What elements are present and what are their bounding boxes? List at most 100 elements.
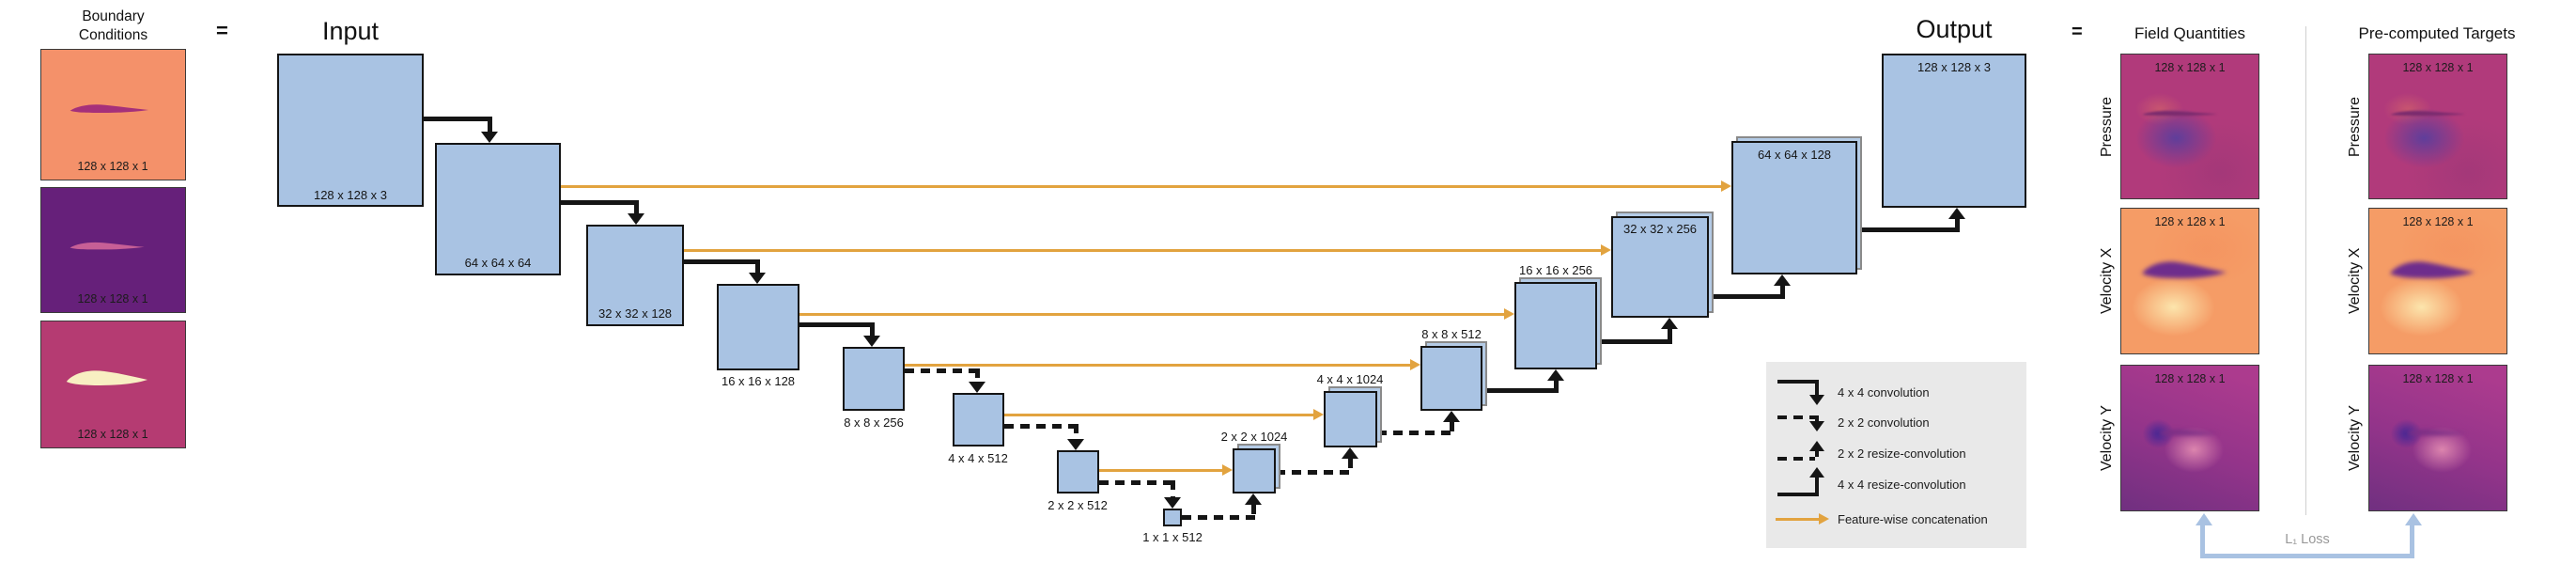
arrow-up-icon (1948, 208, 1965, 219)
bottleneck-dims: 1 x 1 x 512 (1142, 530, 1203, 544)
encoder-dims: 8 x 8 x 256 (844, 415, 904, 430)
equals-sign-left: = (216, 19, 228, 42)
resize-conv4x4-arrow (1955, 219, 1960, 232)
encoder-layer-box (953, 393, 1004, 446)
resize-conv4x4-arrow (1709, 294, 1784, 299)
loss-arrow-up-icon (2405, 513, 2422, 525)
airfoil-shape (70, 104, 148, 114)
output-dims: 128 x 128 x 3 (1916, 60, 1992, 74)
legend-concat-glyph (1776, 518, 1819, 521)
arrow-down-icon (969, 382, 985, 393)
conv4x4-arrow (755, 259, 760, 273)
output-layer-box (1882, 54, 2026, 208)
decoder-layer-box (1233, 448, 1276, 494)
arrow-up-icon (1342, 447, 1358, 459)
resize-conv4x4-arrow (1482, 388, 1558, 393)
boundary-title-line2: Conditions (78, 27, 148, 44)
arrow-down-icon (481, 132, 498, 143)
concat-line-4 (1004, 414, 1314, 416)
precomputed-targets-title: Pre-computed Targets (2358, 24, 2516, 42)
encoder-dims: 64 x 64 x 64 (464, 256, 532, 270)
loss-bracket-arm (2410, 525, 2414, 558)
encoder-dims: 16 x 16 x 128 (721, 374, 796, 388)
airfoil-shape (67, 369, 148, 385)
output-title: Output (1916, 15, 1993, 43)
concat-line-2 (1099, 469, 1223, 472)
loss-arrow-up-icon (2196, 513, 2212, 525)
conv2x2-arrow (905, 368, 979, 373)
airfoil-shape (2142, 111, 2218, 117)
freestream-y-image (40, 187, 186, 313)
airfoil-shape (70, 243, 145, 250)
encoder-layer-box (435, 143, 561, 275)
conv2x2-arrow (1099, 480, 1174, 485)
legend-resize4x4-glyph (1815, 478, 1819, 493)
encoder-layer-box (1057, 450, 1099, 494)
concat-arrowhead-icon (1222, 464, 1233, 476)
conv4x4-arrow (684, 259, 759, 264)
legend-item-label: 2 x 2 convolution (1838, 415, 1930, 430)
velocity-x-dims: 128 x 128 x 1 (2154, 215, 2226, 228)
legend-item-label: Feature-wise concatenation (1838, 512, 1988, 526)
pressure-field-image (2120, 54, 2259, 199)
arrow-down-icon (1809, 395, 1824, 405)
conv4x4-arrow (561, 200, 638, 205)
boundary-title-line1: Boundary (82, 8, 145, 24)
velocity-y-dims: 128 x 128 x 1 (2402, 372, 2474, 385)
decoder-dims: 8 x 8 x 512 (1421, 327, 1482, 341)
freestream-y-dims: 128 x 128 x 1 (77, 292, 148, 306)
decoder-layer-box (1420, 346, 1482, 411)
conv2x2-arrow (1004, 424, 1078, 429)
resize-conv2x2-arrow (1251, 505, 1256, 520)
concat-line-32 (684, 249, 1602, 252)
field-quantities-title: Field Quantities (2134, 24, 2246, 42)
resize-conv4x4-arrow (1668, 329, 1672, 344)
resize-conv4x4-arrow (1554, 381, 1559, 393)
concat-line-16 (799, 313, 1505, 316)
decoder-layer-box (1611, 216, 1709, 318)
loss-bracket-arm (2200, 525, 2205, 558)
conv2x2-arrow (975, 368, 980, 382)
boundary-conditions-title: Boundary Conditions (40, 8, 186, 45)
arrow-down-icon (863, 336, 880, 347)
velocity-x-field-image (2120, 208, 2259, 354)
arrow-down-icon (1809, 421, 1824, 431)
velocity-y-label: Velocity Y (2347, 405, 2363, 471)
mask-dims: 128 x 128 x 1 (77, 428, 148, 441)
legend-conv2x2-glyph (1815, 415, 1819, 421)
concat-line-8 (905, 364, 1411, 367)
pressure-label: Pressure (2099, 96, 2115, 157)
column-divider (2305, 26, 2306, 515)
velocity-y-target-image (2368, 365, 2507, 511)
decoder-dims: 4 x 4 x 1024 (1316, 372, 1384, 386)
velocity-x-target-image (2368, 208, 2507, 354)
arrow-up-icon (1809, 441, 1824, 451)
arrow-down-icon (1067, 439, 1084, 450)
conv4x4-arrow (799, 322, 874, 327)
resize-conv4x4-arrow (1857, 227, 1959, 232)
conv4x4-arrow (634, 200, 639, 213)
arrow-down-icon (628, 213, 644, 225)
concat-arrowhead-icon (1410, 359, 1420, 370)
legend-conv4x4-glyph (1815, 380, 1819, 395)
legend-resize4x4-glyph (1777, 493, 1819, 496)
legend-item-label: 2 x 2 resize-convolution (1838, 446, 1966, 461)
resize-conv2x2-arrow (1182, 515, 1255, 520)
arrow-down-icon (1164, 497, 1181, 509)
pressure-label: Pressure (2347, 96, 2363, 157)
resize-conv2x2-arrow (1377, 431, 1453, 435)
resize-conv2x2-arrow (1450, 422, 1454, 435)
freestream-x-image (40, 49, 186, 180)
decoder-dims: 64 x 64 x 128 (1757, 148, 1832, 162)
arrow-up-icon (1661, 318, 1678, 329)
bottleneck-layer-box (1163, 509, 1182, 526)
decoder-layer-box (1514, 282, 1597, 369)
airfoil-shape (2156, 430, 2219, 436)
concat-arrowhead-icon (1819, 513, 1829, 525)
concat-line-64 (561, 185, 1722, 188)
airfoil-shape (2404, 430, 2467, 436)
airfoil-shape (2141, 261, 2227, 279)
loss-bracket-bar (2200, 554, 2414, 558)
resize-conv4x4-arrow (1780, 286, 1785, 299)
pressure-dims: 128 x 128 x 1 (2154, 61, 2226, 74)
